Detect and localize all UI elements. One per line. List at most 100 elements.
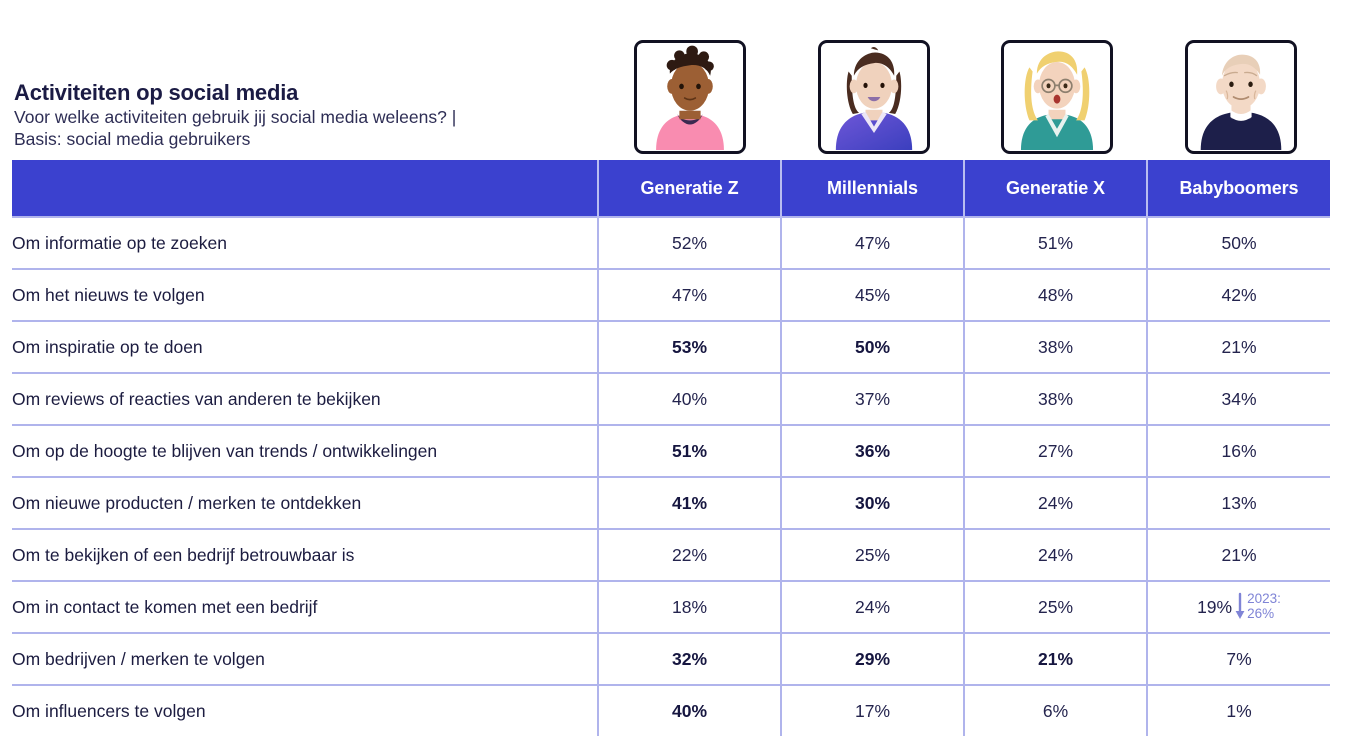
cell-generatie-x: 38%	[963, 320, 1147, 373]
cell-generatie-x: 25%	[963, 580, 1147, 633]
row-label: Om het nieuws te volgen	[12, 268, 598, 321]
cell-generatie-z: 18%	[597, 580, 781, 633]
avatar-millennials	[817, 40, 930, 154]
cell-value: 25%	[1037, 596, 1074, 617]
cell-generatie-x: 48%	[963, 268, 1147, 321]
cell-millennials: 30%	[780, 476, 964, 529]
cell-babyboomers: 50%	[1146, 216, 1330, 269]
table-row: Om te bekijken of een bedrijf betrouwbaa…	[12, 528, 1330, 581]
avatar-cell-generatie-z	[598, 40, 782, 158]
cell-value: 6%	[1042, 700, 1069, 721]
column-header-millennials: Millennials	[780, 160, 964, 217]
cell-generatie-z: 41%	[597, 476, 781, 529]
cell-generatie-x: 27%	[963, 424, 1147, 477]
cell-value: 50%	[854, 336, 891, 357]
cell-millennials: 36%	[780, 424, 964, 477]
cell-generatie-z: 53%	[597, 320, 781, 373]
column-header-activity	[12, 160, 598, 217]
cell-generatie-z: 32%	[597, 632, 781, 685]
column-header-generatie-x: Generatie X	[963, 160, 1147, 217]
cell-generatie-z: 40%	[597, 372, 781, 425]
column-header-generatie-z: Generatie Z	[597, 160, 781, 217]
cell-millennials: 17%	[780, 684, 964, 736]
cell-generatie-x: 38%	[963, 372, 1147, 425]
cell-value: 19%	[1197, 596, 1233, 617]
cell-generatie-x: 24%	[963, 476, 1147, 529]
cell-value: 36%	[854, 440, 891, 461]
activities-table: Generatie Z Millennials Generatie X Baby…	[12, 160, 1330, 736]
cell-value: 38%	[1037, 336, 1074, 357]
table-row: Om nieuwe producten / merken te ontdekke…	[12, 476, 1330, 529]
row-label: Om bedrijven / merken te volgen	[12, 632, 598, 685]
table-row: Om bedrijven / merken te volgen 32% 29% 21%…	[12, 632, 1330, 685]
cell-millennials: 24%	[780, 580, 964, 633]
cell-value: 16%	[1221, 440, 1257, 461]
cell-generatie-x: 24%	[963, 528, 1147, 581]
cell-babyboomers: 21%	[1146, 528, 1330, 581]
avatar-generatie-z	[633, 40, 746, 154]
cell-value: 37%	[854, 388, 891, 409]
cell-generatie-z: 52%	[597, 216, 781, 269]
trend-annotation-text: 2023: 26%	[1247, 591, 1281, 621]
avatar-strip	[598, 40, 1333, 158]
table-body: Om informatie op te zoeken 52% 47% 51% 50% Om…	[12, 216, 1330, 736]
cell-value: 21%	[1221, 336, 1257, 357]
trend-annotation: 2023: 26%	[1234, 592, 1281, 622]
cell-value: 7%	[1226, 648, 1252, 669]
cell-value: 21%	[1037, 648, 1074, 669]
row-label: Om in contact te komen met een bedrijf	[12, 580, 598, 633]
cell-value: 34%	[1221, 388, 1257, 409]
cell-value: 51%	[671, 440, 708, 461]
cell-millennials: 37%	[780, 372, 964, 425]
cell-generatie-z: 51%	[597, 424, 781, 477]
arrow-down-icon	[1235, 592, 1245, 619]
cell-value: 42%	[1221, 284, 1257, 305]
cell-value: 24%	[1037, 492, 1074, 513]
page-subtitle: Voor welke activiteiten gebruik jij soci…	[14, 107, 457, 149]
cell-babyboomers: 19% 2023: 26%	[1146, 580, 1330, 633]
cell-value: 45%	[854, 284, 891, 305]
cell-value: 24%	[1037, 544, 1074, 565]
cell-value: 52%	[671, 232, 708, 253]
cell-value: 22%	[671, 544, 708, 565]
cell-babyboomers: 34%	[1146, 372, 1330, 425]
table-row: Om influencers te volgen 40% 17% 6% 1%	[12, 684, 1330, 736]
cell-value: 40%	[671, 700, 708, 721]
cell-babyboomers: 21%	[1146, 320, 1330, 373]
cell-value: 27%	[1037, 440, 1074, 461]
row-label: Om influencers te volgen	[12, 684, 598, 736]
cell-value: 48%	[1037, 284, 1074, 305]
title-block: Activiteiten op social media Voor welke …	[14, 80, 614, 150]
cell-generatie-x: 21%	[963, 632, 1147, 685]
cell-millennials: 47%	[780, 216, 964, 269]
row-label: Om reviews of reacties van anderen te be…	[12, 372, 598, 425]
cell-generatie-z: 40%	[597, 684, 781, 736]
table-row: Om inspiratie op te doen 53% 50% 38% 21%	[12, 320, 1330, 373]
cell-millennials: 29%	[780, 632, 964, 685]
cell-value: 25%	[854, 544, 891, 565]
row-label: Om op de hoogte te blijven van trends / …	[12, 424, 598, 477]
cell-value: 41%	[671, 492, 708, 513]
cell-generatie-z: 47%	[597, 268, 781, 321]
cell-generatie-x: 51%	[963, 216, 1147, 269]
table-row: Om informatie op te zoeken 52% 47% 51% 50%	[12, 216, 1330, 269]
cell-millennials: 45%	[780, 268, 964, 321]
table-row: Om in contact te komen met een bedrijf 18…	[12, 580, 1330, 633]
row-label: Om inspiratie op te doen	[12, 320, 598, 373]
cell-babyboomers: 16%	[1146, 424, 1330, 477]
cell-value: 24%	[854, 596, 891, 617]
page-title: Activiteiten op social media	[14, 80, 299, 105]
row-label: Om nieuwe producten / merken te ontdekke…	[12, 476, 598, 529]
cell-value: 1%	[1226, 700, 1252, 721]
cell-value: 50%	[1221, 232, 1257, 253]
column-header-babyboomers: Babyboomers	[1146, 160, 1330, 217]
avatar-cell-generatie-x	[966, 40, 1150, 158]
avatar-cell-millennials	[782, 40, 966, 158]
cell-generatie-z: 22%	[597, 528, 781, 581]
cell-value: 30%	[854, 492, 891, 513]
cell-value: 21%	[1221, 544, 1257, 565]
cell-value: 18%	[671, 596, 708, 617]
avatar-cell-babyboomers	[1149, 40, 1333, 158]
avatar-babyboomers	[1185, 40, 1298, 154]
cell-millennials: 50%	[780, 320, 964, 373]
